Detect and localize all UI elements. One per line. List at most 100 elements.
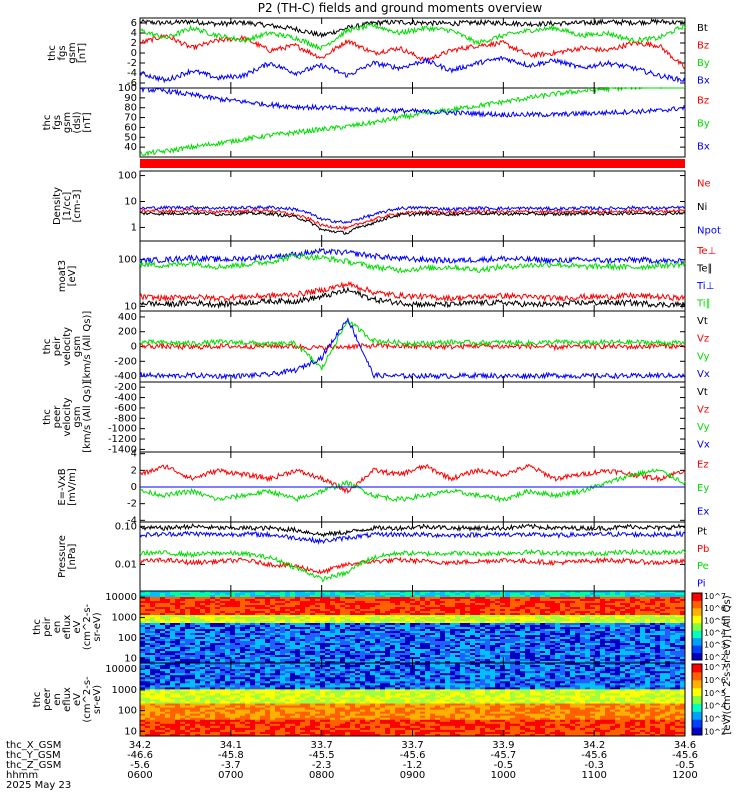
heatmap-cell	[360, 627, 366, 630]
heatmap-cell	[400, 651, 406, 654]
heatmap-cell	[155, 627, 161, 630]
y-axis-label: [nPa]	[67, 543, 78, 569]
heatmap-cell	[225, 665, 231, 668]
heatmap-cell	[385, 661, 391, 664]
heatmap-cell	[315, 655, 321, 658]
heatmap-cell	[310, 593, 316, 596]
heatmap-cell	[630, 595, 636, 598]
heatmap-cell	[165, 613, 171, 616]
heatmap-cell	[660, 633, 666, 636]
heatmap-cell	[570, 595, 576, 598]
heatmap-cell	[425, 597, 431, 600]
heatmap-cell	[485, 609, 491, 612]
heatmap-cell	[230, 609, 236, 612]
heatmap-cell	[535, 603, 541, 606]
heatmap-cell	[150, 617, 156, 620]
heatmap-cell	[470, 661, 476, 664]
heatmap-cell	[215, 667, 221, 670]
heatmap-cell	[150, 615, 156, 618]
heatmap-cell	[610, 627, 616, 630]
heatmap-cell	[610, 633, 616, 636]
heatmap-cell	[465, 637, 471, 640]
heatmap-cell	[265, 591, 271, 594]
heatmap-cell	[345, 625, 351, 628]
heatmap-cell	[390, 659, 396, 662]
heatmap-cell	[185, 671, 191, 674]
heatmap-cell	[385, 611, 391, 614]
heatmap-cell	[315, 645, 321, 648]
heatmap-cell	[325, 621, 331, 624]
heatmap-cell	[610, 611, 616, 614]
heatmap-cell	[315, 637, 321, 640]
heatmap-cell	[655, 619, 661, 622]
heatmap-cell	[220, 661, 226, 664]
heatmap-cell	[145, 655, 151, 658]
heatmap-cell	[655, 627, 661, 630]
heatmap-cell	[270, 639, 276, 642]
heatmap-cell	[410, 621, 416, 624]
heatmap-cell	[395, 591, 401, 594]
heatmap-cell	[630, 635, 636, 638]
heatmap-cell	[165, 593, 171, 596]
heatmap-cell	[335, 611, 341, 614]
heatmap-cell	[535, 621, 541, 624]
heatmap-cell	[290, 591, 296, 594]
heatmap-cell	[600, 661, 606, 664]
heatmap-cell	[530, 609, 536, 612]
heatmap-cell	[640, 645, 646, 648]
heatmap-cell	[430, 641, 436, 644]
heatmap-cell	[465, 641, 471, 644]
heatmap-cell	[660, 605, 666, 608]
heatmap-cell	[170, 619, 176, 622]
series-line-green	[139, 468, 686, 504]
heatmap-cell	[150, 659, 156, 662]
heatmap-cell	[545, 653, 551, 656]
heatmap-cell	[385, 651, 391, 654]
heatmap-cell	[420, 593, 426, 596]
heatmap-cell	[665, 655, 671, 658]
heatmap-cell	[595, 645, 601, 648]
heatmap-cell	[485, 617, 491, 620]
heatmap-cell	[565, 605, 571, 608]
heatmap-cell	[670, 627, 676, 630]
heatmap-cell	[195, 617, 201, 620]
heatmap-cell	[270, 615, 276, 618]
heatmap-cell	[395, 599, 401, 602]
heatmap-cell	[250, 627, 256, 630]
heatmap-cell	[605, 659, 611, 662]
heatmap-cell	[520, 667, 526, 670]
heatmap-cell	[245, 595, 251, 598]
heatmap-cell	[360, 597, 366, 600]
heatmap-cell	[235, 653, 241, 656]
heatmap-cell	[410, 649, 416, 652]
heatmap-cell	[415, 661, 421, 664]
heatmap-cell	[675, 643, 681, 646]
heatmap-cell	[550, 617, 556, 620]
heatmap-cell	[550, 597, 556, 600]
heatmap-cell	[185, 599, 191, 602]
heatmap-cell	[560, 651, 566, 654]
heatmap-cell	[490, 655, 496, 658]
heatmap-cell	[145, 641, 151, 644]
heatmap-cell	[335, 645, 341, 648]
heatmap-cell	[330, 637, 336, 640]
heatmap-cell	[345, 631, 351, 634]
heatmap-cell	[545, 635, 551, 638]
heatmap-cell	[515, 607, 521, 610]
heatmap-cell	[185, 655, 191, 658]
heatmap-cell	[190, 661, 196, 664]
heatmap-cell	[675, 601, 681, 604]
heatmap-cell	[650, 639, 656, 642]
heatmap-cell	[250, 635, 256, 638]
heatmap-cell	[160, 665, 166, 668]
heatmap-cell	[145, 631, 151, 634]
heatmap-cell	[545, 657, 551, 660]
heatmap-cell	[595, 627, 601, 630]
heatmap-cell	[365, 595, 371, 598]
heatmap-cell	[645, 669, 651, 672]
heatmap-cell	[545, 663, 551, 666]
heatmap-cell	[150, 653, 156, 656]
heatmap-cell	[190, 667, 196, 670]
heatmap-cell	[555, 625, 561, 628]
